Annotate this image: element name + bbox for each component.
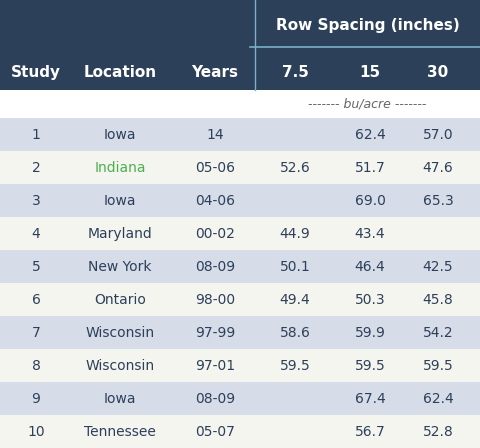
Text: New York: New York bbox=[88, 259, 152, 273]
Text: Years: Years bbox=[192, 65, 239, 79]
Text: 45.8: 45.8 bbox=[422, 293, 454, 306]
Text: Wisconsin: Wisconsin bbox=[85, 326, 155, 340]
Text: 00-02: 00-02 bbox=[195, 227, 235, 241]
Bar bbox=[0, 217, 480, 250]
Text: 05-06: 05-06 bbox=[195, 160, 235, 175]
Text: 49.4: 49.4 bbox=[280, 293, 311, 306]
Text: 58.6: 58.6 bbox=[279, 326, 311, 340]
Bar bbox=[0, 151, 480, 184]
Text: Iowa: Iowa bbox=[104, 194, 136, 207]
Text: 10: 10 bbox=[27, 425, 45, 439]
Text: 05-07: 05-07 bbox=[195, 425, 235, 439]
Text: 43.4: 43.4 bbox=[355, 227, 385, 241]
Text: 1: 1 bbox=[32, 128, 40, 142]
Text: 8: 8 bbox=[32, 358, 40, 372]
Text: Wisconsin: Wisconsin bbox=[85, 358, 155, 372]
Text: 52.8: 52.8 bbox=[422, 425, 454, 439]
Text: Iowa: Iowa bbox=[104, 392, 136, 405]
Bar bbox=[0, 382, 480, 415]
Bar bbox=[0, 250, 480, 283]
Text: 46.4: 46.4 bbox=[355, 259, 385, 273]
Text: 08-09: 08-09 bbox=[195, 259, 235, 273]
Text: 7: 7 bbox=[32, 326, 40, 340]
Text: Study: Study bbox=[11, 65, 61, 79]
Text: 6: 6 bbox=[32, 293, 40, 306]
Text: Maryland: Maryland bbox=[88, 227, 152, 241]
Text: 42.5: 42.5 bbox=[423, 259, 453, 273]
Text: 65.3: 65.3 bbox=[422, 194, 454, 207]
Text: Iowa: Iowa bbox=[104, 128, 136, 142]
Text: 56.7: 56.7 bbox=[355, 425, 385, 439]
Bar bbox=[0, 349, 480, 382]
Text: 30: 30 bbox=[427, 65, 449, 79]
Text: 69.0: 69.0 bbox=[355, 194, 385, 207]
Text: 97-99: 97-99 bbox=[195, 326, 235, 340]
Text: 59.5: 59.5 bbox=[280, 358, 311, 372]
Text: 4: 4 bbox=[32, 227, 40, 241]
Text: 50.1: 50.1 bbox=[280, 259, 311, 273]
Text: 62.4: 62.4 bbox=[355, 128, 385, 142]
Text: 04-06: 04-06 bbox=[195, 194, 235, 207]
Text: 9: 9 bbox=[32, 392, 40, 405]
Text: 98-00: 98-00 bbox=[195, 293, 235, 306]
Text: 44.9: 44.9 bbox=[280, 227, 311, 241]
Text: 5: 5 bbox=[32, 259, 40, 273]
Text: ------- bu/acre -------: ------- bu/acre ------- bbox=[308, 98, 427, 111]
Text: Location: Location bbox=[84, 65, 156, 79]
Text: 3: 3 bbox=[32, 194, 40, 207]
Text: 14: 14 bbox=[206, 128, 224, 142]
Text: Ontario: Ontario bbox=[94, 293, 146, 306]
Text: 59.5: 59.5 bbox=[355, 358, 385, 372]
Text: 52.6: 52.6 bbox=[280, 160, 311, 175]
Text: 54.2: 54.2 bbox=[423, 326, 453, 340]
Text: 2: 2 bbox=[32, 160, 40, 175]
Bar bbox=[0, 415, 480, 448]
Text: Tennessee: Tennessee bbox=[84, 425, 156, 439]
Text: 47.6: 47.6 bbox=[422, 160, 454, 175]
Text: Indiana: Indiana bbox=[94, 160, 146, 175]
Bar bbox=[0, 118, 480, 151]
Text: 59.5: 59.5 bbox=[422, 358, 454, 372]
Text: 62.4: 62.4 bbox=[422, 392, 454, 405]
Text: 50.3: 50.3 bbox=[355, 293, 385, 306]
Text: Row Spacing (inches): Row Spacing (inches) bbox=[276, 18, 459, 33]
Text: 57.0: 57.0 bbox=[423, 128, 453, 142]
Text: 97-01: 97-01 bbox=[195, 358, 235, 372]
Bar bbox=[0, 90, 480, 118]
Bar bbox=[0, 184, 480, 217]
Bar bbox=[0, 316, 480, 349]
Text: 59.9: 59.9 bbox=[355, 326, 385, 340]
Text: 67.4: 67.4 bbox=[355, 392, 385, 405]
Bar bbox=[0, 0, 480, 90]
Text: 51.7: 51.7 bbox=[355, 160, 385, 175]
Text: 08-09: 08-09 bbox=[195, 392, 235, 405]
Text: 15: 15 bbox=[360, 65, 381, 79]
Bar bbox=[0, 283, 480, 316]
Text: 7.5: 7.5 bbox=[282, 65, 309, 79]
